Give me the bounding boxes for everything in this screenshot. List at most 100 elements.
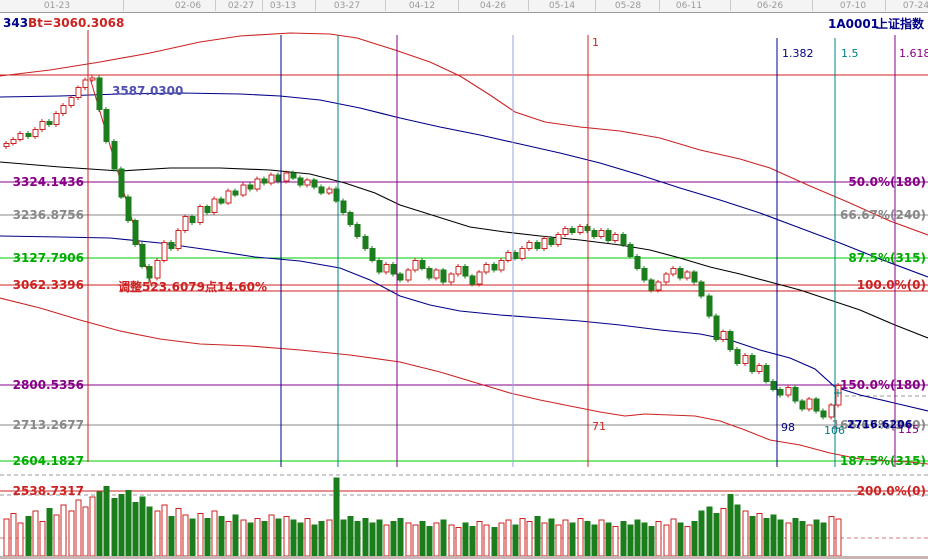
- volume-bar: [60, 504, 67, 557]
- volume-bar: [304, 517, 311, 557]
- percent-level-label: 50.0%(180): [848, 175, 926, 189]
- count-1-label: 1: [592, 36, 599, 49]
- candle-body: [677, 267, 684, 279]
- date-label: 04-26: [479, 1, 507, 11]
- candle-body: [60, 105, 67, 115]
- volume-bar: [397, 517, 404, 557]
- axis-tick: [262, 0, 263, 11]
- upper-blue-ma: [0, 92, 928, 278]
- volume-bar: [354, 521, 361, 557]
- volume-bar: [3, 518, 10, 557]
- candle-body: [168, 241, 175, 249]
- axis-tick: [885, 0, 886, 11]
- candle-body: [197, 206, 204, 224]
- volume-bar: [512, 524, 519, 557]
- volume-bar: [68, 510, 75, 557]
- candle-body: [448, 273, 455, 283]
- candle-body: [519, 247, 526, 259]
- volume-bar: [749, 516, 756, 557]
- price-level-label: 2713.2677: [13, 418, 84, 432]
- date-label: 07-24: [902, 1, 928, 11]
- candle-body: [161, 241, 168, 261]
- volume-bar: [519, 517, 526, 557]
- volume-bar: [433, 522, 440, 557]
- volume-bar: [498, 522, 505, 557]
- volume-bar: [17, 522, 24, 557]
- candle-body: [103, 109, 110, 142]
- volume-bar: [376, 519, 383, 557]
- price-level-label: 3236.8756: [13, 208, 84, 222]
- candle-body: [362, 236, 369, 249]
- volume-bar: [197, 512, 204, 557]
- volume-bar: [620, 521, 627, 557]
- volume-bar: [290, 519, 297, 557]
- candle-body: [175, 230, 182, 249]
- volume-bar: [591, 524, 598, 557]
- fib-1382-label: 1.382: [782, 47, 814, 60]
- date-label: 07-10: [839, 1, 867, 11]
- candle-body: [397, 273, 404, 281]
- candle-body: [311, 179, 318, 188]
- black-ma: [0, 161, 928, 339]
- candle-body: [806, 398, 813, 410]
- volume-bar: [663, 524, 670, 557]
- candle-body: [742, 355, 749, 364]
- candle-body: [491, 263, 498, 271]
- candle-body: [318, 186, 325, 194]
- candle-body: [534, 241, 541, 249]
- volume-bar: [218, 516, 225, 557]
- volume-bar: [211, 510, 218, 557]
- percent-level-label: 200.0%(0): [857, 484, 926, 498]
- volume-bar: [297, 522, 304, 557]
- volume-bar: [835, 518, 842, 557]
- count-106-label: 106: [824, 424, 845, 437]
- candle-body: [727, 331, 734, 351]
- candle-body: [569, 228, 576, 234]
- candle-body: [232, 190, 239, 196]
- axis-tick: [123, 0, 124, 11]
- candle-body: [562, 228, 569, 236]
- lower-blue-ma: [0, 235, 928, 412]
- volume-bar: [598, 519, 605, 557]
- candle-body: [462, 265, 469, 277]
- volume-bar: [763, 517, 770, 557]
- volume-bar: [10, 512, 17, 557]
- count-71-label: 71: [592, 420, 606, 433]
- candle-body: [612, 234, 619, 241]
- volume-bar: [548, 518, 555, 557]
- volume-bar: [820, 522, 827, 557]
- price-level-label: 2604.1827: [13, 454, 84, 468]
- candle-body: [333, 188, 340, 202]
- volume-bar: [462, 522, 469, 557]
- volume-bar: [175, 507, 182, 557]
- candle-body: [512, 251, 519, 259]
- cross-marker: [834, 389, 842, 397]
- volume-bar: [405, 522, 412, 557]
- stock-name-label: 上证指数: [876, 16, 925, 31]
- volume-bar: [491, 526, 498, 557]
- volume-bar: [605, 522, 612, 557]
- volume-bar: [792, 517, 799, 557]
- volume-bar: [641, 522, 648, 557]
- volume-bar: [756, 512, 763, 557]
- axis-tick: [730, 0, 731, 11]
- bt-value-label: Bt=3060.3068: [28, 16, 124, 30]
- candle-body: [211, 198, 218, 214]
- volume-bar: [577, 517, 584, 557]
- candle-body: [455, 265, 462, 275]
- candle-body: [254, 178, 261, 190]
- volume-bar: [139, 496, 146, 557]
- volume-bar: [125, 489, 132, 557]
- volume-bar: [541, 522, 548, 557]
- date-label: 04-12: [408, 1, 436, 11]
- candle-body: [118, 168, 125, 198]
- candle-body: [713, 315, 720, 341]
- volume-bar: [111, 498, 118, 557]
- candle-body: [720, 331, 727, 341]
- volume-bar: [268, 514, 275, 557]
- volume-bars: [3, 477, 842, 557]
- volume-bar: [362, 517, 369, 557]
- volume-bar: [777, 519, 784, 557]
- candle-body: [218, 198, 225, 204]
